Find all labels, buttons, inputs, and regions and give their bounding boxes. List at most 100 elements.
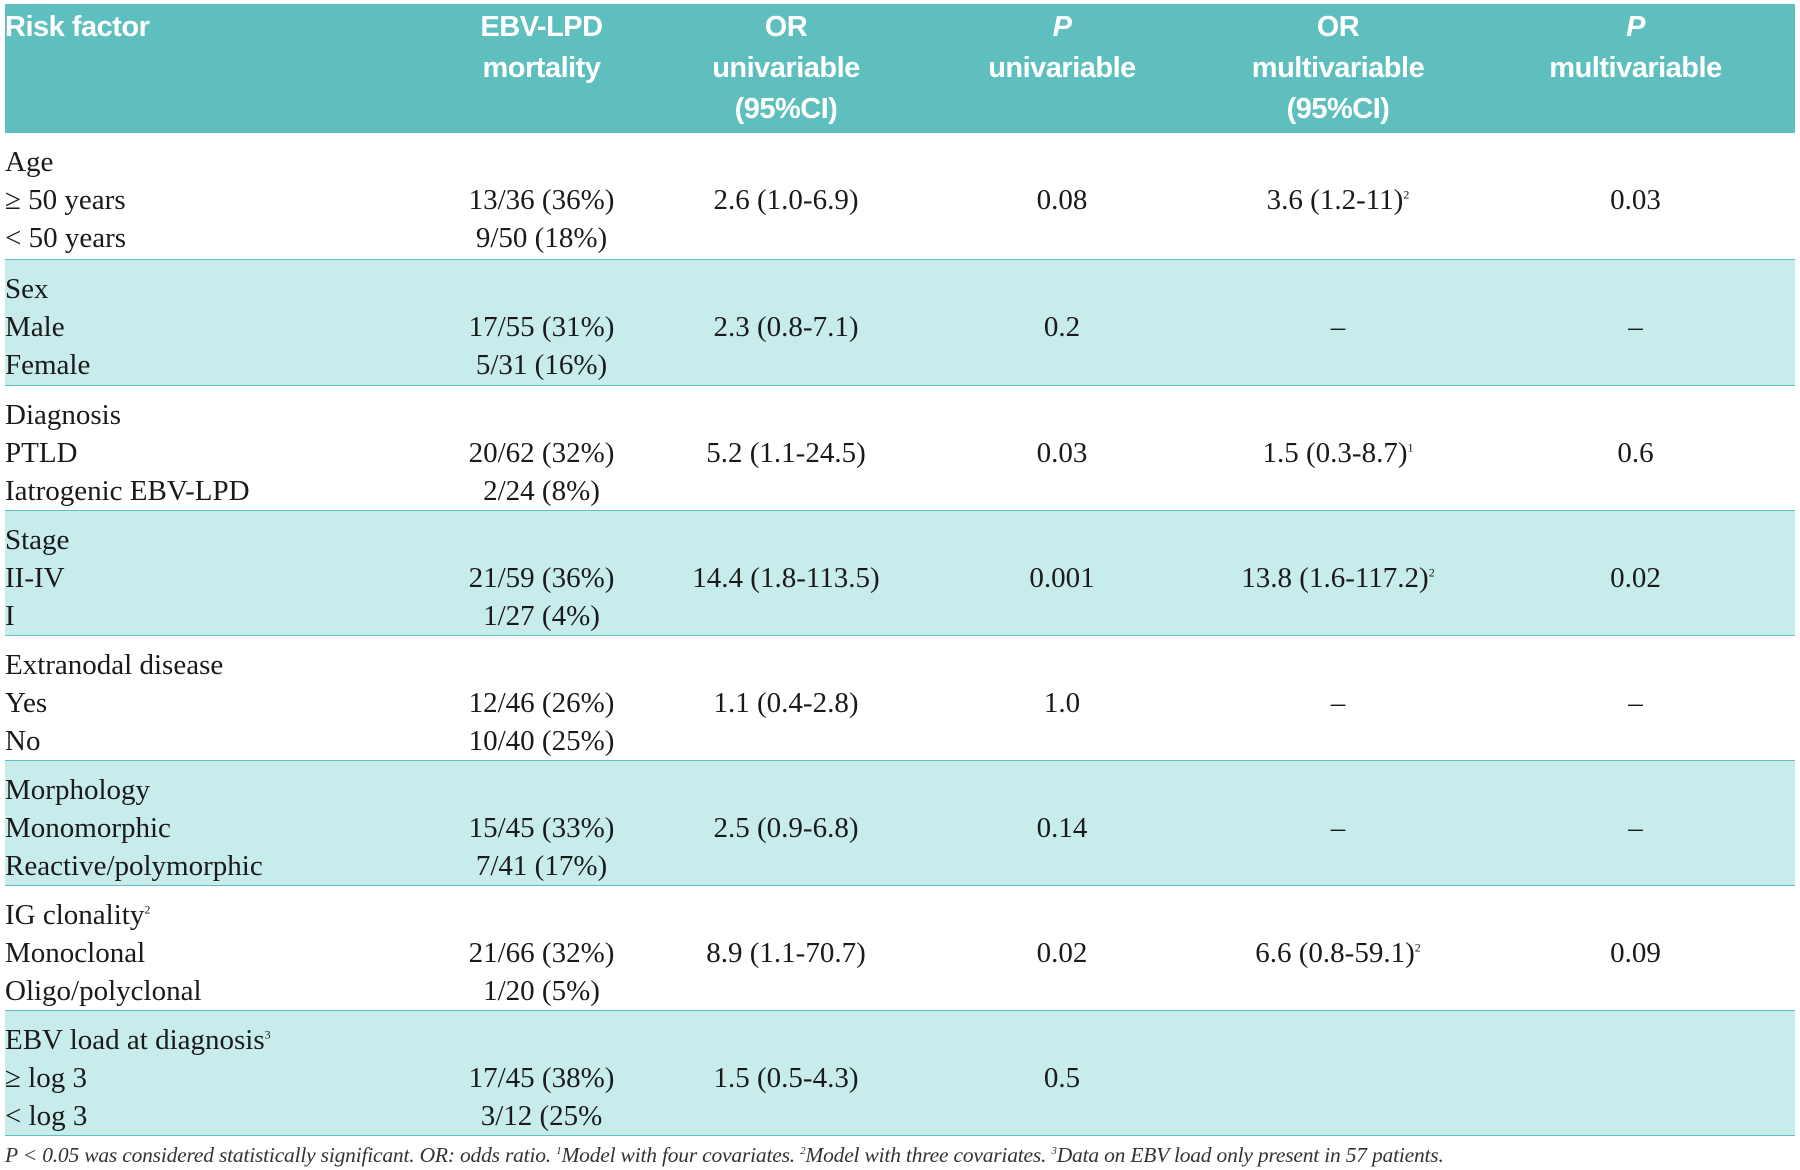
cell-spacer [648, 761, 924, 809]
or-multivariable-text: – [1330, 310, 1346, 343]
p-multivariable-value: 0.02 [1476, 559, 1795, 597]
footnote-sup-1: 1 [556, 1144, 562, 1157]
risk-factor-label: IG clonality [5, 898, 145, 931]
p-multivariable-text: 0.03 [1610, 184, 1661, 216]
or-multivariable-value: – [1200, 308, 1476, 346]
cell-spacer [648, 636, 924, 684]
header-or-univariable: OR univariable (95%CI) [712, 11, 860, 125]
risk-factor-level: ≥ 50 years [5, 184, 126, 216]
mortality-value: 5/31 (16%) [475, 348, 608, 381]
or-univariable-text: 5.2 (1.1-24.5) [706, 436, 866, 469]
header-p-multivariable: P multivariable [1549, 11, 1722, 84]
table-row: Extranodal disease Yes No 12/46 (26%) 10/40 … [5, 635, 1795, 760]
mortality-value: 10/40 (25%) [468, 724, 615, 757]
footnote-sup-3: 3 [1051, 1144, 1057, 1157]
risk-factor-label: Diagnosis [5, 398, 121, 431]
risk-factor-level: Monoclonal [5, 936, 146, 969]
p-multivariable-cell: – [1476, 760, 1795, 885]
mortality-cell: 13/36 (36%) 9/50 (18%) [435, 133, 648, 259]
cell-spacer [1476, 886, 1795, 934]
p-multivariable-cell: – [1476, 259, 1795, 385]
risk-factor-name: Diagnosis [5, 386, 435, 434]
or-multivariable-text: 6.6 (0.8-59.1) [1255, 936, 1415, 969]
risk-factor-level: II-IV [5, 561, 65, 594]
or-univariable-value: 8.9 (1.1-70.7) [648, 934, 924, 972]
risk-factor-level: I [5, 599, 15, 632]
p-univariable-text: 0.5 [1043, 1061, 1081, 1094]
cell-spacer [648, 133, 924, 181]
p-univariable-value: 1.0 [924, 684, 1200, 722]
risk-factor-level: Reactive/polymorphic [5, 849, 263, 882]
cell-spacer [435, 511, 648, 559]
or-multivariable-value: 6.6 (0.8-59.1)2 [1200, 934, 1476, 972]
p-univariable-text: 0.08 [1036, 184, 1088, 216]
or-multivariable-cell: – [1200, 635, 1476, 760]
mortality-value: 1/20 (5%) [483, 974, 600, 1007]
mortality-value: 13/36 (36%) [468, 184, 615, 216]
or-multivariable-footnote-mark: 2 [1428, 564, 1435, 579]
cell-spacer [435, 133, 648, 181]
or-univariable-value: 2.3 (0.8-7.1) [648, 308, 924, 346]
or-univariable-text: 2.6 (1.0-6.9) [713, 184, 859, 216]
cell-spacer [924, 761, 1200, 809]
p-univariable-text: 0.14 [1036, 811, 1088, 844]
mortality-value: 7/41 (17%) [475, 849, 608, 882]
risk-factor-cell: Diagnosis PTLD Iatrogenic EBV-LPD [5, 385, 435, 510]
cell-spacer [1476, 1011, 1795, 1059]
mortality-cell: 17/55 (31%) 5/31 (16%) [435, 259, 648, 385]
or-multivariable-cell: 6.6 (0.8-59.1)2 [1200, 885, 1476, 1010]
cell-spacer [1200, 260, 1476, 308]
or-multivariable-cell: – [1200, 760, 1476, 885]
or-multivariable-text: 13.8 (1.6-117.2) [1241, 561, 1429, 594]
or-univariable-value: 2.5 (0.9-6.8) [648, 809, 924, 847]
risk-factor-level: ≥ log 3 [5, 1061, 87, 1094]
risk-factor-label: Morphology [5, 773, 150, 806]
p-univariable-value: 0.2 [924, 308, 1200, 346]
cell-spacer [1476, 386, 1795, 434]
or-multivariable-text: 1.5 (0.3-8.7) [1262, 436, 1408, 469]
or-multivariable-cell: 3.6 (1.2-11)2 [1200, 133, 1476, 259]
or-univariable-text: 14.4 (1.8-113.5) [692, 561, 880, 594]
table-row: Age ≥ 50 years < 50 years 13/36 (36%) 9/50 (… [5, 133, 1795, 259]
mortality-cell: 17/45 (38%) 3/12 (25% [435, 1010, 648, 1135]
p-multivariable-cell: – [1476, 635, 1795, 760]
cell-spacer [648, 1011, 924, 1059]
risk-factor-footnote-mark: 3 [264, 1026, 271, 1041]
cell-spacer [435, 1011, 648, 1059]
p-univariable-cell: 0.001 [924, 510, 1200, 635]
or-univariable-cell: 2.5 (0.9-6.8) [648, 760, 924, 885]
p-univariable-text: 0.03 [1036, 436, 1088, 469]
or-univariable-value: 5.2 (1.1-24.5) [648, 434, 924, 472]
cell-spacer [648, 511, 924, 559]
risk-factor-level: No [5, 724, 41, 757]
mortality-value: 2/24 (8%) [483, 474, 600, 507]
risk-factor-level: Male [5, 310, 65, 343]
p-univariable-cell: 0.03 [924, 385, 1200, 510]
mortality-value: 21/59 (36%) [468, 561, 615, 594]
or-multivariable-cell: 13.8 (1.6-117.2)2 [1200, 510, 1476, 635]
or-univariable-cell: 1.1 (0.4-2.8) [648, 635, 924, 760]
cell-spacer [924, 260, 1200, 308]
risk-factor-level: PTLD [5, 436, 78, 469]
cell-spacer [1200, 386, 1476, 434]
p-multivariable-value: – [1476, 308, 1795, 346]
or-univariable-value: 1.5 (0.5-4.3) [648, 1059, 924, 1097]
or-multivariable-cell: – [1200, 259, 1476, 385]
p-multivariable-cell: 0.6 [1476, 385, 1795, 510]
risk-factor-name: Stage [5, 511, 435, 559]
or-multivariable-text: – [1330, 686, 1346, 719]
risk-factor-name: Age [5, 133, 435, 181]
or-univariable-text: 1.5 (0.5-4.3) [713, 1061, 859, 1094]
mortality-cell: 21/59 (36%) 1/27 (4%) [435, 510, 648, 635]
mortality-cell: 12/46 (26%) 10/40 (25%) [435, 635, 648, 760]
cell-spacer [435, 636, 648, 684]
risk-factor-table: Risk factor EBV-LPD mortality OR univari… [5, 4, 1795, 1136]
risk-factor-label: EBV load at diagnosis [5, 1023, 265, 1056]
cell-spacer [1200, 1011, 1476, 1059]
cell-spacer [435, 761, 648, 809]
p-univariable-text: 1.0 [1043, 686, 1081, 719]
or-univariable-cell: 2.6 (1.0-6.9) [648, 133, 924, 259]
risk-factor-label: Age [5, 146, 54, 178]
p-multivariable-text: 0.02 [1610, 561, 1661, 594]
or-multivariable-text: – [1330, 811, 1346, 844]
